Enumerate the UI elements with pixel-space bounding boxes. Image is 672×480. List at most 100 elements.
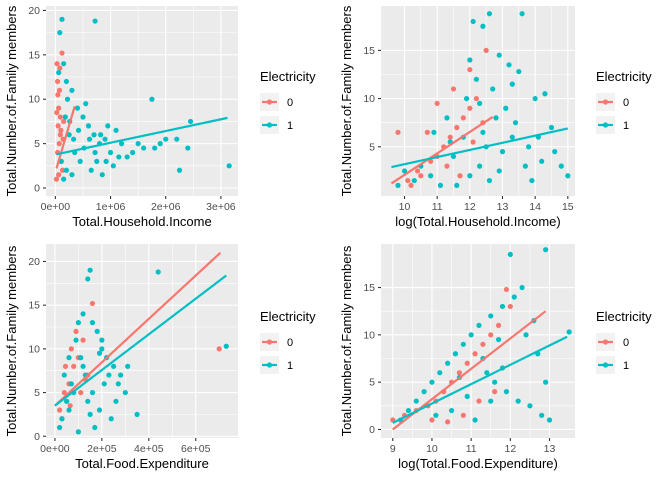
- data-point-group-0: [429, 417, 435, 423]
- data-point-group-0: [473, 95, 479, 102]
- data-point-group-1: [506, 62, 512, 68]
- data-point-group-0: [59, 167, 66, 173]
- data-point-group-1: [488, 313, 494, 319]
- legend-label-1: 1: [623, 120, 629, 132]
- data-point-group-1: [105, 123, 111, 129]
- data-point-group-1: [69, 172, 75, 178]
- data-point-group-1: [511, 294, 517, 300]
- data-point-group-1: [445, 360, 451, 366]
- data-point-group-1: [522, 163, 528, 169]
- data-point-group-1: [548, 124, 555, 131]
- data-point-group-1: [61, 61, 67, 67]
- data-point-group-1: [503, 389, 510, 395]
- data-point-group-1: [75, 127, 82, 133]
- data-point-group-0: [472, 351, 478, 357]
- x-tick-label: 12: [504, 443, 516, 455]
- data-point-group-0: [68, 346, 74, 352]
- data-point-group-1: [64, 96, 71, 102]
- y-tick-label: 10: [28, 343, 40, 355]
- y-tick-label: 5: [369, 141, 375, 153]
- data-point-group-1: [480, 23, 486, 29]
- data-point-group-1: [86, 136, 93, 142]
- data-point-group-1: [135, 141, 141, 147]
- data-point-group-1: [529, 177, 535, 184]
- data-point-group-1: [496, 168, 502, 174]
- y-tick-label: 0: [34, 431, 40, 443]
- data-point-group-1: [88, 167, 94, 173]
- data-point-group-1: [75, 429, 81, 435]
- x-tick-label: 15: [562, 201, 574, 213]
- data-point-group-1: [69, 87, 75, 93]
- data-point-group-1: [527, 403, 533, 409]
- data-point-group-1: [64, 398, 70, 404]
- data-point-group-1: [515, 398, 521, 404]
- data-point-group-1: [85, 276, 91, 282]
- legend-label-1: 1: [623, 360, 629, 372]
- data-point-group-1: [92, 149, 98, 156]
- data-point-group-1: [539, 158, 545, 164]
- data-point-group-1: [539, 412, 545, 418]
- data-point-group-1: [454, 182, 460, 188]
- data-point-group-0: [450, 86, 457, 92]
- data-point-group-1: [526, 144, 532, 150]
- data-point-group-1: [395, 182, 401, 188]
- data-point-group-1: [103, 158, 109, 164]
- data-point-group-1: [59, 416, 65, 422]
- data-point-group-1: [437, 182, 444, 188]
- data-point-group-1: [118, 372, 124, 378]
- legend: Electricity 0 1: [596, 309, 652, 374]
- x-tick-label: 11: [432, 201, 443, 213]
- data-point-group-1: [463, 95, 470, 102]
- x-tick-label: 11: [466, 443, 477, 455]
- legend: Electricity 0 1: [260, 309, 316, 374]
- data-point-group-1: [56, 69, 62, 76]
- data-point-group-1: [472, 417, 478, 423]
- data-point-group-0: [467, 67, 473, 73]
- x-tick-label: 0e+00: [40, 443, 70, 455]
- data-point-group-1: [401, 168, 408, 174]
- data-point-group-0: [55, 92, 61, 98]
- data-point-group-0: [483, 47, 489, 53]
- data-point-group-1: [61, 372, 67, 378]
- data-point-group-1: [63, 78, 70, 85]
- chart-panel-4: 9 10 11 12 13051015log(Total.Food.Expenditur…: [339, 244, 652, 471]
- data-point-group-1: [83, 101, 89, 107]
- data-point-group-1: [110, 163, 116, 169]
- data-point-group-1: [89, 389, 96, 396]
- data-point-group-0: [56, 87, 63, 93]
- data-point-group-0: [78, 389, 84, 396]
- data-point-group-0: [480, 341, 486, 347]
- data-point-group-1: [106, 372, 112, 378]
- y-tick-label: 20: [28, 256, 40, 268]
- legend-label-0: 0: [287, 97, 293, 109]
- data-point-group-0: [67, 403, 73, 409]
- data-point-group-0: [53, 176, 60, 182]
- data-point-group-1: [509, 134, 515, 140]
- data-point-group-0: [418, 173, 424, 179]
- data-point-group-1: [473, 76, 479, 82]
- data-point-group-1: [125, 363, 131, 369]
- data-point-group-1: [546, 417, 553, 423]
- data-point-group-0: [89, 300, 96, 307]
- data-point-group-1: [429, 379, 435, 385]
- data-point-group-1: [411, 177, 417, 184]
- data-point-group-1: [141, 145, 147, 151]
- data-point-group-1: [94, 158, 100, 164]
- data-point-group-0: [460, 115, 466, 121]
- y-tick-label: 15: [363, 282, 375, 294]
- data-point-group-1: [542, 91, 548, 97]
- data-point-group-0: [470, 139, 476, 145]
- y-tick-label: 5: [34, 138, 40, 150]
- data-point-group-0: [62, 363, 69, 369]
- data-point-group-1: [73, 337, 79, 343]
- data-point-group-0: [58, 127, 64, 133]
- data-point-group-1: [92, 18, 98, 24]
- legend-key-point: [602, 99, 609, 105]
- data-point-group-1: [509, 81, 515, 87]
- y-tick-label: 20: [28, 5, 40, 17]
- x-axis-title: log(Total.Food.Expenditure): [398, 456, 558, 471]
- y-tick-label: 15: [363, 45, 375, 57]
- data-point-group-1: [113, 127, 119, 133]
- x-tick-label: 2e+06: [151, 201, 181, 213]
